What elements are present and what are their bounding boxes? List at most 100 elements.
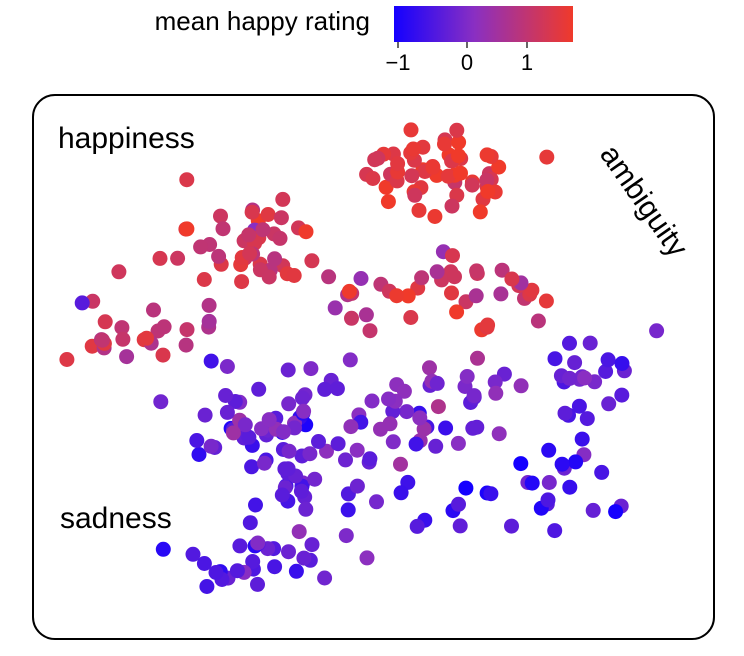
scatter-point — [491, 159, 507, 175]
scatter-point — [466, 388, 482, 404]
scatter-point — [261, 269, 277, 285]
scatter-point — [146, 302, 161, 318]
scatter-point — [400, 288, 416, 304]
scatter-point — [464, 177, 480, 193]
scatter-point — [114, 320, 130, 336]
scatter-point — [111, 264, 127, 280]
scatter-point — [369, 494, 384, 510]
scatter-point — [614, 387, 630, 403]
scatter-point — [255, 222, 271, 238]
scatter-point — [298, 224, 314, 240]
scatter-point — [241, 429, 257, 445]
scatter-point — [327, 300, 343, 316]
scatter-point — [458, 480, 474, 496]
scatter-point — [385, 434, 401, 450]
scatter-point — [493, 286, 509, 302]
points-layer — [59, 122, 665, 594]
scatter-point — [480, 184, 496, 199]
scatter-point — [562, 479, 578, 495]
scatter-point — [267, 251, 283, 267]
annotation-sadness: sadness — [60, 502, 172, 535]
scatter-point — [541, 475, 557, 490]
scatter-point — [155, 347, 171, 363]
scatter-point — [429, 264, 445, 280]
scatter-point — [349, 478, 365, 494]
scatter-point — [614, 356, 630, 371]
scatter-point — [296, 403, 312, 419]
scatter-point — [571, 398, 587, 414]
scatter-point — [373, 421, 388, 437]
scatter-point — [444, 285, 459, 301]
scatter-point — [115, 331, 131, 347]
scatter-point — [267, 559, 283, 575]
scatter-point — [203, 353, 219, 369]
scatter-point — [649, 323, 665, 339]
scatter-point — [582, 335, 598, 351]
scatter-point — [256, 455, 272, 471]
scatter-point — [185, 546, 201, 562]
scatter-point — [530, 313, 546, 329]
scatter-point — [468, 288, 484, 304]
scatter-point — [494, 262, 510, 278]
scatter-point — [197, 407, 213, 423]
scatter-point — [470, 350, 485, 366]
scatter-point — [430, 399, 446, 415]
scatter-point — [451, 148, 466, 164]
scatter-point — [273, 210, 289, 226]
scatter-point — [94, 332, 110, 348]
scatter-point — [389, 288, 405, 304]
scatter-point — [445, 248, 460, 264]
scatter-point — [538, 293, 554, 309]
scatter-point — [201, 313, 217, 329]
scatter-point — [488, 385, 504, 401]
scatter-point — [393, 485, 409, 501]
scatter-point — [338, 452, 353, 468]
scatter-point — [191, 447, 207, 462]
scatter-point — [338, 528, 354, 544]
scatter-point — [364, 393, 380, 409]
scatter-point — [554, 456, 570, 472]
scatter-point — [139, 330, 155, 346]
scatter-point — [260, 207, 276, 222]
scatter-point — [179, 322, 195, 338]
annotation-happiness: happiness — [58, 122, 195, 155]
scatter-point — [408, 436, 424, 452]
scatter-point — [179, 172, 195, 188]
scatter-point — [280, 461, 296, 477]
scatter-point — [343, 419, 359, 435]
scatter-point — [422, 360, 437, 376]
scatter-point — [453, 165, 468, 181]
scatter-point — [295, 390, 310, 406]
scatter-point — [404, 168, 420, 184]
scatter-point — [353, 271, 369, 286]
scatter-point — [594, 464, 610, 480]
scatter-point — [452, 518, 468, 534]
colorbar-tick-label: 1 — [521, 50, 533, 75]
scatter-point — [291, 524, 307, 540]
scatter-point — [504, 271, 520, 287]
scatter-point — [201, 297, 217, 313]
scatter-point — [411, 202, 427, 218]
scatter-point — [189, 433, 205, 448]
scatter-point — [317, 570, 333, 586]
scatter-point — [403, 310, 419, 325]
scatter-point — [381, 391, 396, 407]
scatter-point — [272, 230, 288, 246]
scatter-point — [472, 204, 488, 220]
colorbar-gradient — [394, 6, 573, 42]
scatter-point — [568, 454, 584, 470]
scatter-point — [219, 404, 235, 420]
scatter-point — [409, 518, 425, 534]
scatter-point — [359, 550, 375, 566]
scatter-point — [196, 272, 212, 287]
scatter-point — [427, 209, 443, 224]
scatter-point — [451, 496, 466, 512]
colorbar-ticks: −1 0 1 — [385, 42, 533, 75]
scatter-point — [119, 349, 135, 365]
scatter-point — [577, 370, 593, 386]
scatter-point — [451, 134, 467, 150]
scatter-point — [459, 369, 475, 384]
scatter-point — [304, 253, 320, 269]
scatter-point — [281, 544, 296, 560]
